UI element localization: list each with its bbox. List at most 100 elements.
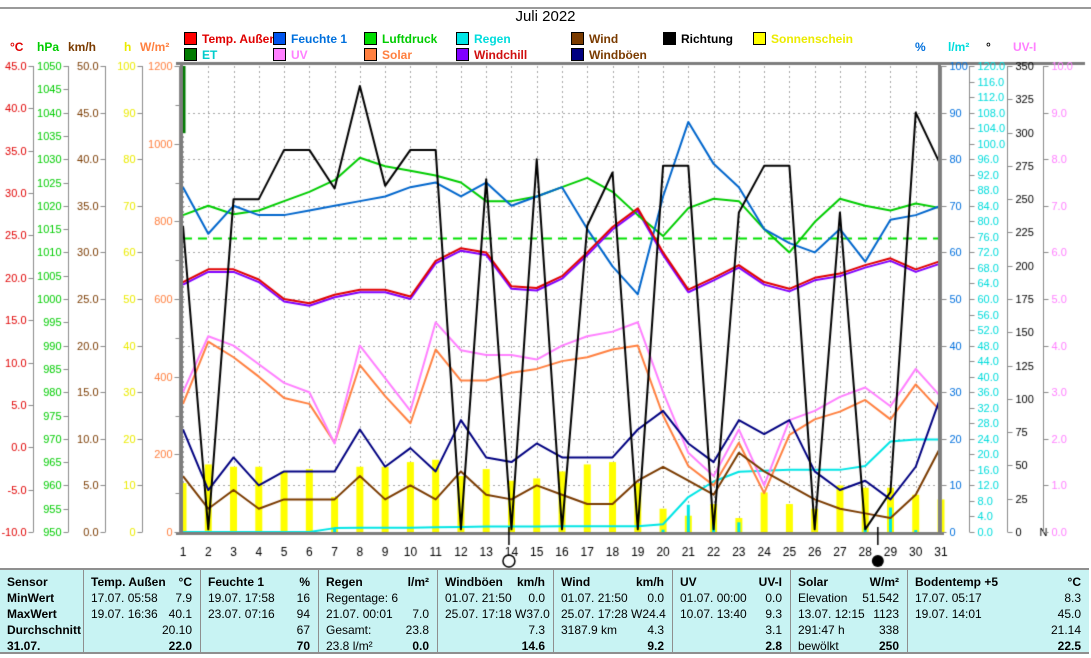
stats-column-name: Bodentemp +5 (915, 575, 999, 589)
stats-column-unit: km/h (516, 575, 545, 589)
stats-cell-value: 37.0 (526, 607, 550, 621)
stats-column-0: Temp. Außen °C 17.07. 05:58 7.9 19.07. 16:36… (83, 570, 200, 653)
stats-cell-text: Elevation (798, 591, 848, 605)
legend-swatch-sonnenschein (753, 32, 766, 46)
stats-cell-value: 22.0 (168, 639, 192, 653)
stats-cell: 01.07. 00:00 0.0 (673, 590, 790, 606)
stats-row-label-2: MaxWert (7, 607, 57, 621)
stats-cell: 291:47 h 338 (791, 622, 907, 638)
stats-cell: 22.5 (908, 638, 1089, 654)
stats-cell: 21.07. 00:01 7.0 (319, 606, 437, 622)
stats-column-7: Bodentemp +5 °C 17.07. 05:17 8.3 19.07. 14:0… (907, 570, 1089, 654)
stats-cell: 3187.9 km 4.3 (554, 622, 672, 638)
legend-swatch-feuchte (273, 32, 286, 46)
legend-swatch-richtung (663, 32, 676, 46)
chart-title: Juli 2022 (515, 8, 576, 25)
stats-column-name: Wind (561, 575, 591, 589)
stats-column-name: Windböen (445, 575, 503, 589)
stats-cell-text: 01.07. 00:00 (680, 591, 747, 605)
stats-cell-value: 2.8 (765, 639, 782, 653)
stats-cell-value: 51.542 (862, 591, 899, 605)
stats-row-label-4: 31.07. (7, 639, 41, 653)
stats-cell-text: 01.07. 21:50 (561, 591, 628, 605)
legend-label-et: ET (202, 47, 218, 62)
stats-column-name: Solar (798, 575, 829, 589)
stats-cell-value: 0.0 (412, 639, 429, 653)
stats-cell: 13.07. 12:15 1123 (791, 606, 907, 622)
stats-cell-value: 20.10 (161, 623, 192, 637)
legend-item-windchill: Windchill (456, 47, 528, 62)
stats-row-label-1: MinWert (7, 591, 55, 605)
stats-column-unit: km/h (635, 575, 664, 589)
stats-column-unit: l/m² (407, 575, 429, 589)
legend-label-regen: Regen (474, 31, 511, 46)
legend-label-windchill: Windchill (474, 47, 528, 62)
stats-cell-value: 250 (878, 639, 899, 653)
legend-swatch-windboeen (571, 48, 584, 62)
stats-cell-value: 9.3 (765, 607, 782, 621)
stats-column-name: Feuchte 1 (208, 575, 265, 589)
legend-swatch-et (184, 48, 197, 62)
stats-cell-value: 0.0 (528, 591, 545, 605)
stats-cell-text: 19.07. 14:01 (915, 607, 982, 621)
stats-cell-value: 7.9 (175, 591, 192, 605)
stats-cell-value: 7.0 (412, 607, 429, 621)
stats-cell-value: 3.1 (765, 623, 782, 637)
axis-header-7: ° (986, 40, 991, 54)
stats-cell-value: 0.0 (647, 591, 664, 605)
stats-cell-text: 01.07. 21:50 (445, 591, 512, 605)
legend-swatch-regen (456, 32, 469, 46)
stats-cell-text: 10.07. 13:40 (680, 607, 747, 621)
legend-item-windboeen: Windböen (571, 47, 647, 62)
stats-column-6: Solar W/m² Elevation 51.542 13.07. 12:15 1123… (790, 570, 907, 653)
legend-item-richtung: Richtung (663, 31, 733, 46)
stats-cell: Regentage: 6 (319, 590, 437, 606)
stats-column-unit: °C (178, 575, 192, 589)
legend-item-et: ET (184, 47, 218, 62)
stats-cell-value: 24.4 (642, 607, 666, 621)
stats-cell: Gesamt: 23.8 (319, 622, 437, 638)
stats-row-labels: Sensor MinWert MaxWert Durchschnitt 31.07. (0, 570, 83, 653)
stats-cell-value: 9.2 (647, 639, 664, 653)
stats-column-unit: % (299, 575, 310, 589)
stats-cell-value: 338 (878, 623, 899, 637)
stats-column-name: Regen (326, 575, 363, 589)
legend-swatch-windchill (456, 48, 469, 62)
legend-item-solar: Solar (364, 47, 412, 62)
stats-cell: 17.07. 05:58 7.9 (84, 590, 200, 606)
axis-header-2: km/h (68, 40, 97, 54)
legend-swatch-wind (571, 32, 584, 46)
axis-header-4: W/m² (140, 40, 170, 54)
stats-cell: 01.07. 21:50 0.0 (438, 590, 553, 606)
stats-column-unit: UV-I (758, 575, 782, 589)
stats-cell-value: 67 (296, 623, 310, 637)
stats-cell-text: 21.07. 00:01 (326, 607, 393, 621)
legend-item-feuchte: Feuchte 1 (273, 31, 348, 46)
stats-column-unit: °C (1067, 575, 1081, 589)
stats-cell: Elevation 51.542 (791, 590, 907, 606)
legend-item-sonnenschein: Sonnenschein (753, 31, 853, 46)
stats-cell-value: 70 (296, 639, 310, 653)
legend-label-uv: UV (291, 47, 308, 62)
stats-column-1: Feuchte 1% 19.07. 17:58 16 23.07. 07:16 94 67… (200, 570, 318, 654)
stats-cell-value: 23.8 (405, 623, 429, 637)
stats-cell: 10.07. 13:40 9.3 (673, 606, 790, 622)
stats-cell: 19.07. 17:58 16 (201, 590, 318, 606)
stats-cell: 70 (201, 638, 318, 654)
stats-cell-value: 40.1 (168, 607, 192, 621)
stats-cell: 17.07. 05:17 8.3 (908, 590, 1089, 606)
legend-swatch-solar (364, 48, 377, 62)
stats-cell-value: 94 (296, 607, 310, 621)
stats-cell-text: 19.07. 16:36 (91, 607, 158, 621)
stats-cell: 01.07. 21:50 0.0 (554, 590, 672, 606)
stats-cell-text: 17.07. 05:17 (915, 591, 982, 605)
stats-cell: 2.8 (673, 638, 790, 654)
axis-header-3: h (124, 40, 132, 54)
legend-label-windboeen: Windböen (589, 47, 647, 62)
stats-column-3: Windböen km/h 01.07. 21:50 0.0 25.07. 17:18 … (437, 570, 553, 653)
stats-cell-value: 21.14 (1050, 623, 1081, 637)
legend-item-wind: Wind (571, 31, 618, 46)
stats-cell-value: 1123 (873, 607, 899, 621)
legend-label-feuchte: Feuchte 1 (291, 31, 348, 46)
